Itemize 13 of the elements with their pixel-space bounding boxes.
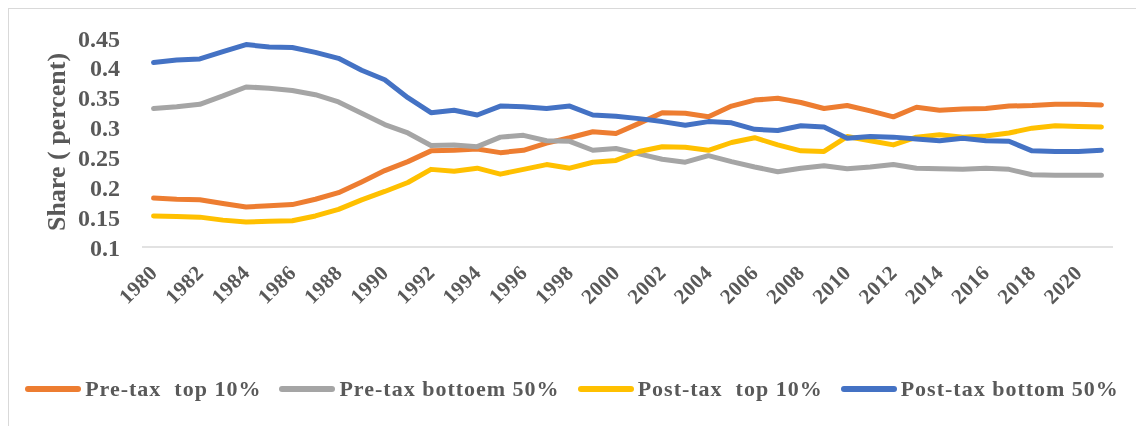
legend-label: Post-tax bottom 50% [900,376,1119,402]
legend-label: Pre-tax bottoem 50% [339,376,560,402]
y-tick-label: 0.4 [90,55,120,82]
y-tick-label: 0.2 [90,174,120,201]
y-tick-label: 0.15 [78,204,120,231]
y-tick-label: 0.25 [78,144,120,171]
y-tick-label: 0.1 [90,234,120,261]
y-tick-label: 0.3 [90,115,120,142]
legend-label: Pre-tax top 10% [85,376,262,402]
y-tick-label: 0.35 [78,85,120,112]
legend-label: Post-tax top 10% [637,376,823,402]
y-tick-label: 0.45 [78,25,120,52]
y-axis-title: Share ( percent) [42,52,71,232]
